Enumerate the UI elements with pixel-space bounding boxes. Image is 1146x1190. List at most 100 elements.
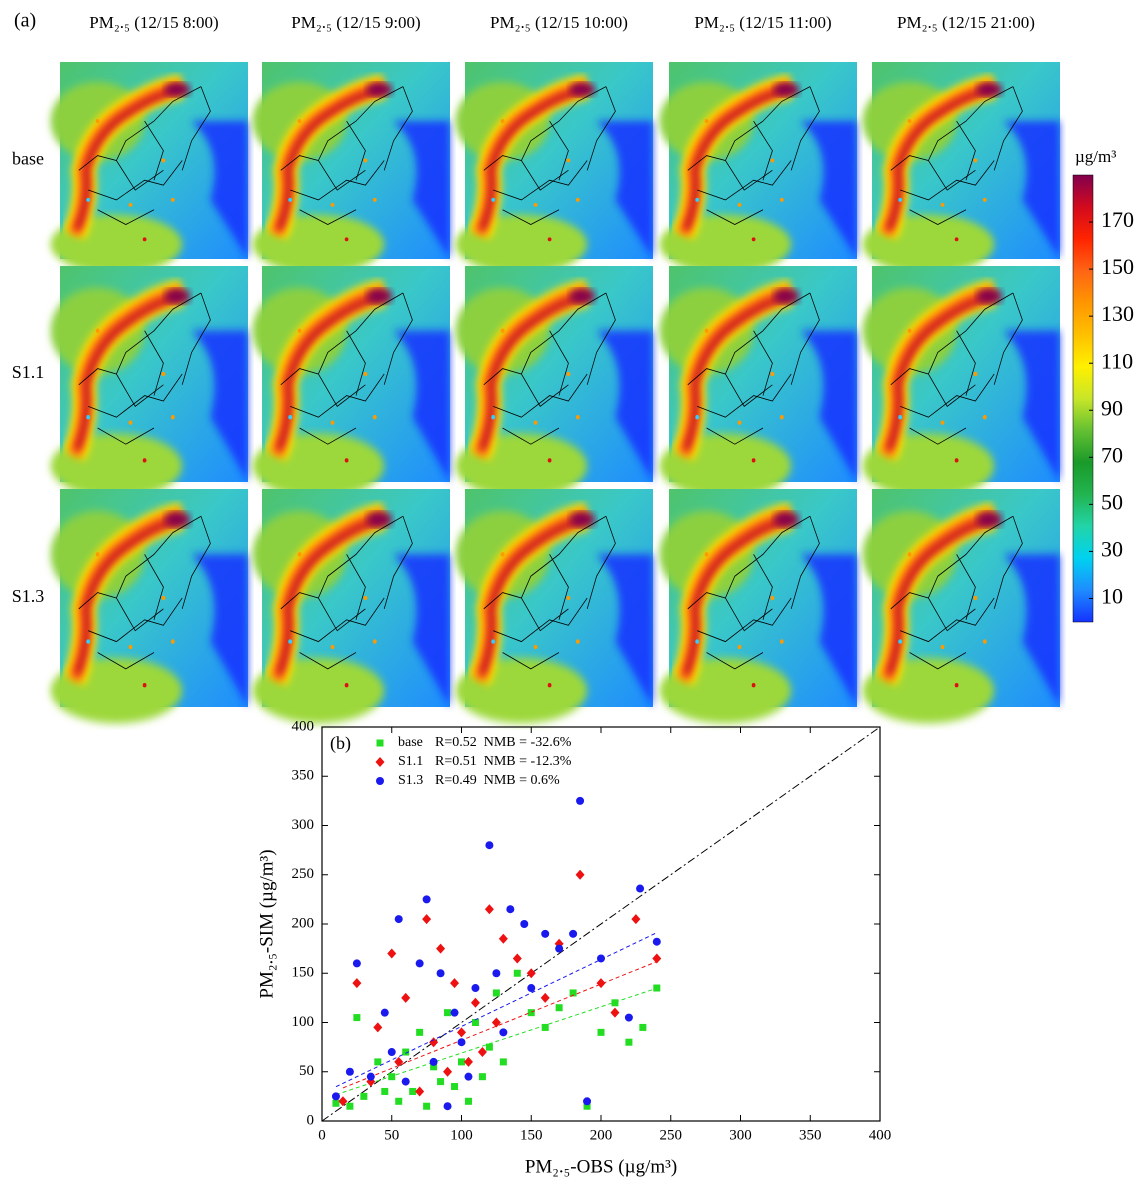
x-tick-label: 100 bbox=[450, 1127, 473, 1143]
colorbar-tick-label: 70 bbox=[1101, 442, 1123, 467]
y-tick-label: 300 bbox=[292, 817, 315, 833]
point bbox=[450, 978, 460, 989]
map-image bbox=[51, 62, 248, 274]
map-panel bbox=[51, 489, 248, 723]
point bbox=[498, 933, 508, 944]
point bbox=[610, 1007, 620, 1018]
point bbox=[429, 1037, 439, 1048]
y-tick-label: 50 bbox=[299, 1063, 314, 1079]
map-panel bbox=[660, 62, 857, 274]
x-tick-label: 50 bbox=[384, 1127, 399, 1143]
point bbox=[520, 920, 529, 928]
point bbox=[451, 1083, 459, 1091]
point bbox=[541, 929, 550, 938]
point bbox=[653, 984, 661, 992]
map-panel bbox=[456, 62, 653, 274]
x-tick-label: 350 bbox=[799, 1127, 822, 1143]
point bbox=[444, 1009, 452, 1017]
column-title: PM₂.₅ (12/15 21:00) bbox=[897, 13, 1035, 32]
fit-line bbox=[342, 961, 657, 1089]
y-tick-label: 400 bbox=[292, 718, 315, 734]
point bbox=[401, 1077, 410, 1086]
point bbox=[387, 1048, 396, 1057]
point bbox=[478, 1073, 486, 1081]
point bbox=[352, 959, 361, 968]
colorbar-unit: µg/m³ bbox=[1075, 147, 1116, 166]
row-label: base bbox=[12, 149, 44, 169]
point bbox=[423, 1102, 431, 1110]
column-title: PM₂.₅ (12/15 10:00) bbox=[490, 13, 628, 32]
point bbox=[346, 1102, 354, 1110]
point bbox=[575, 869, 585, 880]
point bbox=[366, 1072, 375, 1081]
x-tick-label: 150 bbox=[520, 1127, 543, 1143]
point bbox=[499, 1028, 508, 1037]
map-image bbox=[253, 266, 450, 498]
point bbox=[463, 1056, 473, 1067]
point bbox=[527, 984, 536, 993]
point bbox=[512, 953, 522, 964]
row-label: S1.3 bbox=[12, 586, 45, 606]
point bbox=[527, 1009, 535, 1017]
point bbox=[394, 915, 403, 924]
point bbox=[555, 944, 564, 953]
point bbox=[457, 1027, 466, 1038]
point bbox=[395, 1097, 403, 1105]
colorbar-tick-label: 170 bbox=[1101, 207, 1134, 232]
point bbox=[470, 997, 480, 1008]
x-tick-label: 400 bbox=[869, 1127, 892, 1143]
point bbox=[402, 1048, 410, 1056]
row-label: S1.1 bbox=[12, 362, 45, 382]
panel-label: (a) bbox=[14, 10, 36, 32]
y-tick-label: 200 bbox=[292, 915, 315, 931]
map-image bbox=[253, 62, 450, 274]
map-image bbox=[863, 489, 1060, 723]
y-tick-label: 100 bbox=[292, 1014, 315, 1030]
point bbox=[373, 1022, 383, 1033]
legend-stats: R=0.49 NMB = 0.6% bbox=[435, 773, 560, 788]
panel-label: (b) bbox=[330, 733, 351, 754]
point bbox=[597, 954, 605, 963]
map-image bbox=[253, 489, 450, 723]
point bbox=[353, 1014, 361, 1022]
y-axis-label: PM₂.₅-SIM (µg/m³) bbox=[256, 849, 277, 998]
point bbox=[597, 1028, 605, 1036]
legend-name: base bbox=[398, 735, 423, 750]
legend-name: S1.1 bbox=[398, 754, 423, 769]
legend-marker bbox=[376, 777, 384, 785]
point bbox=[639, 1023, 647, 1031]
point bbox=[458, 1058, 465, 1066]
colorbar-tick-label: 10 bbox=[1101, 584, 1123, 609]
colorbar bbox=[1072, 174, 1094, 623]
legend-marker bbox=[376, 739, 384, 747]
point bbox=[491, 1017, 501, 1028]
map-panel bbox=[660, 489, 857, 723]
map-panel bbox=[863, 62, 1060, 274]
map-panel bbox=[51, 62, 248, 274]
point bbox=[513, 969, 521, 977]
point bbox=[387, 948, 397, 959]
point bbox=[569, 989, 577, 997]
point bbox=[422, 914, 432, 925]
point bbox=[436, 943, 446, 954]
legend-name: S1.3 bbox=[398, 773, 423, 788]
point bbox=[485, 1043, 493, 1051]
point bbox=[416, 1028, 424, 1036]
point bbox=[345, 1067, 354, 1076]
point bbox=[477, 1047, 487, 1058]
point bbox=[485, 841, 494, 850]
point bbox=[374, 1058, 382, 1066]
y-tick-label: 350 bbox=[292, 768, 315, 784]
map-panel bbox=[253, 266, 450, 498]
map-image bbox=[863, 62, 1060, 274]
point bbox=[464, 1097, 472, 1105]
identity-line bbox=[321, 726, 881, 1122]
point bbox=[611, 999, 619, 1007]
colorbar-tick-label: 30 bbox=[1101, 536, 1123, 561]
map-panel bbox=[863, 266, 1060, 498]
point bbox=[401, 992, 411, 1003]
point bbox=[338, 1096, 348, 1107]
point bbox=[569, 929, 578, 938]
column-title: PM₂.₅ (12/15 11:00) bbox=[694, 13, 831, 32]
